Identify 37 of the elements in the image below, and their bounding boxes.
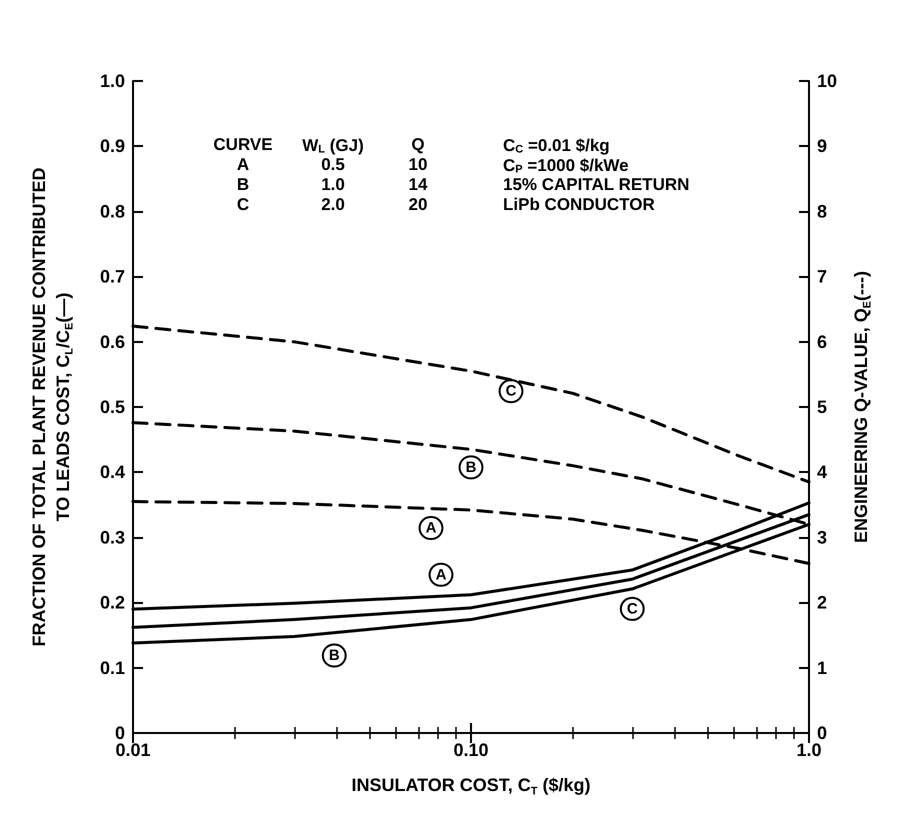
y-tick-label: 0.7 [100,266,125,287]
series-label: B [466,458,477,476]
y2-tick-label: 1 [817,658,828,678]
series-label: C [506,382,517,400]
x-tick-label: 1.0 [796,740,822,760]
y2-tick-label: 7 [817,266,828,287]
annotation: LiPb CONDUCTOR [503,195,655,214]
y2-tick-label: 5 [817,397,828,417]
series-label: C [626,600,638,618]
y2-tick-label: 6 [817,332,828,352]
y-tick-label: 0 [114,723,125,743]
y2-tick-label: 0 [817,723,828,743]
text: A 0.5 10 [236,155,428,174]
y-tick-label: 0.6 [100,332,125,352]
y2-tick-label: 8 [817,201,828,222]
y-tick-label: 0.8 [100,201,125,222]
series-label: B [328,647,340,664]
x-tick-label: 0.10 [453,740,489,760]
y2-axis-title: ENGINEERING Q-VALUE, QE(---) [851,270,874,543]
y-tick-label: 1.0 [100,71,125,91]
y-tick-label: 0.9 [100,136,125,156]
text: B 1.0 14 [236,175,428,194]
text: C 2.0 20 [236,195,428,214]
x-tick-label: 0.01 [115,740,151,760]
annotation: 15% CAPITAL RETURN [503,175,690,194]
y2-tick-label: 4 [817,462,828,482]
series-label: A [426,520,437,537]
y2-tick-label: 9 [817,136,828,156]
y-tick-label: 0.1 [100,658,125,678]
y-tick-label: 0.4 [100,462,125,482]
series-label: A [436,566,447,584]
y-tick-label: 0.3 [100,527,125,548]
y2-tick-label: 10 [817,71,838,91]
y-tick-label: 0.2 [100,592,125,613]
y2-tick-label: 3 [817,527,828,548]
y2-tick-label: 2 [817,592,828,613]
y-tick-label: 0.5 [100,397,125,417]
